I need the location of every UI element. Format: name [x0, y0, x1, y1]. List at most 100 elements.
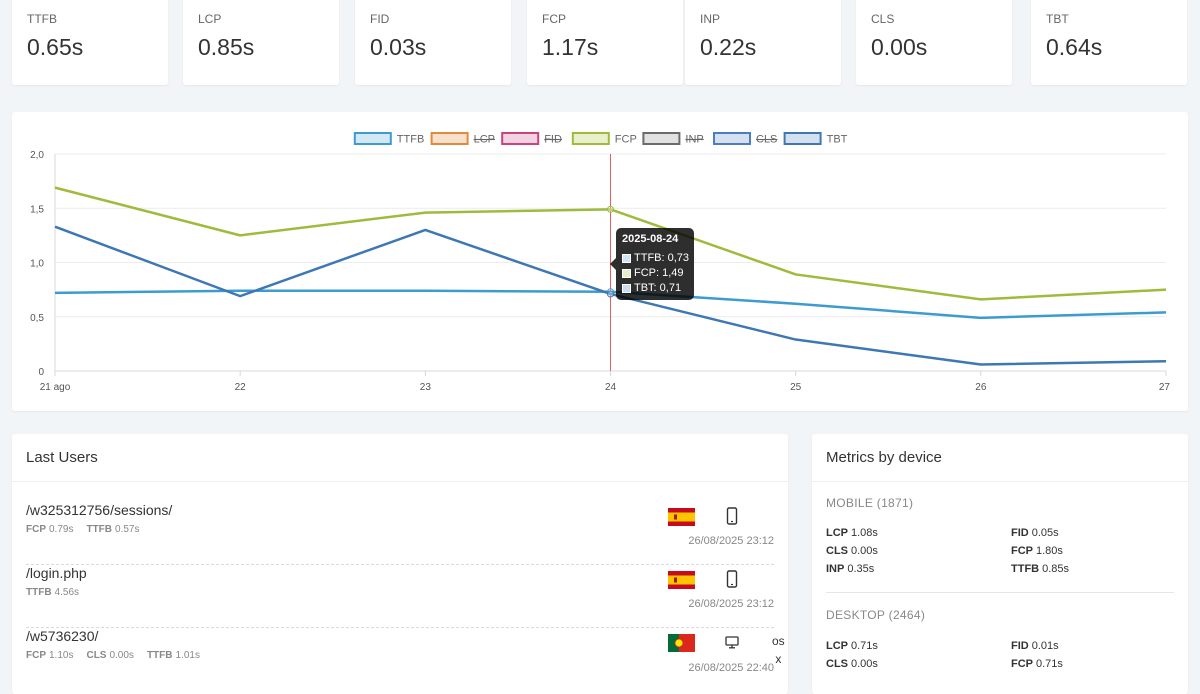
tooltip-row-tbt: TBT: 0,71 [622, 282, 681, 294]
metric-key: TTFB [146, 650, 173, 661]
user-metrics: FCP 1.10s CLS 0.00s TTFB 1.01s [26, 650, 213, 661]
x-tick-label: 21 ago [40, 382, 71, 393]
os-label: os x [772, 632, 785, 668]
user-path[interactable]: /w5736230/ [26, 628, 99, 644]
series-line-ttfb [54, 289, 1167, 320]
legend-label-fcp[interactable]: FCP [615, 134, 637, 146]
legend-label-tbt[interactable]: TBT [827, 134, 848, 146]
legend-label-cls[interactable]: CLS [756, 134, 777, 146]
tooltip-row-text: FCP: 1,49 [634, 267, 684, 279]
metrics-chart-card: 0 0,5 1,0 1,5 2,0 21 ago 22 23 24 25 26 27 TTFB LCP FI… [12, 112, 1188, 411]
stat-value: 0.22s [700, 34, 757, 60]
user-path[interactable]: /login.php [26, 565, 87, 581]
metric-value: 1.10s [49, 650, 74, 661]
device-metric: FCP 0.71s [1011, 658, 1063, 670]
device-metric: CLS 0.00s [826, 658, 878, 670]
series-line-fcp [54, 186, 1167, 301]
stat-label: LCP [198, 12, 222, 26]
metric-value: 0.79s [49, 524, 74, 535]
os-line: x [775, 652, 782, 666]
tooltip-date: 2025-08-24 [622, 233, 679, 245]
metric-key: CLS [86, 650, 107, 661]
x-tick-label: 25 [790, 382, 802, 393]
user-row[interactable]: /w325312756/sessions/ FCP 0.79s TTFB 0.57s… [26, 502, 774, 565]
metric-key: FCP [26, 650, 46, 661]
legend-swatch-ttfb [353, 132, 392, 145]
y-tick-label: 2,0 [30, 150, 44, 161]
tooltip-swatch [622, 283, 631, 293]
legend-swatch-fcp [571, 132, 610, 145]
last-users-panel: Last Users /w325312756/sessions/ FCP 0.79… [12, 434, 788, 694]
stat-value: 0.64s [1046, 34, 1103, 60]
tooltip-row-text: TBT: 0,71 [634, 282, 682, 294]
device-metric: CLS 0.00s [826, 545, 878, 557]
metric-value: 0.00s [109, 650, 134, 661]
tooltip-swatch [622, 253, 631, 263]
metric-value: 0.57s [115, 524, 140, 535]
device-metric: FID 0.05s [1011, 527, 1059, 539]
device-metric: INP 0.35s [826, 563, 875, 575]
stat-value: 0.85s [198, 34, 255, 60]
stat-label: CLS [871, 12, 895, 26]
stat-card-tbt: TBT 0.64s [1031, 0, 1187, 85]
series-line-tbt [54, 225, 1167, 366]
stat-card-ttfb: TTFB 0.65s [12, 0, 168, 85]
metric-value: 4.56s [54, 587, 80, 598]
legend-swatch-tbt [783, 132, 822, 145]
stat-label: TTFB [27, 12, 57, 26]
x-tick-label: 26 [975, 382, 987, 393]
legend-swatch-lcp [430, 132, 469, 145]
desktop-heading: DESKTOP (2464) [826, 608, 926, 622]
stat-label: FID [370, 12, 390, 26]
legend-label-ttfb[interactable]: TTFB [397, 134, 425, 146]
legend-swatch-cls [713, 132, 751, 145]
y-tick-label: 0 [38, 367, 44, 378]
stat-card-lcp: LCP 0.85s [183, 0, 339, 85]
metrics-by-device-title: Metrics by device [826, 449, 942, 466]
user-row[interactable]: /w5736230/ FCP 1.10s CLS 0.00s TTFB 1.01s o… [26, 628, 785, 690]
divider [812, 481, 1188, 482]
legend-swatch-inp [642, 132, 681, 145]
stat-card-fcp: FCP 1.17s [527, 0, 683, 85]
metrics-line-chart[interactable]: 0 0,5 1,0 1,5 2,0 21 ago 22 23 24 25 26 27 TTFB LCP FI… [12, 112, 1188, 411]
device-metric: LCP 0.71s [826, 640, 878, 652]
x-tick-label: 24 [605, 382, 617, 393]
stat-value: 0.03s [370, 34, 427, 60]
stat-value: 1.17s [542, 34, 599, 60]
legend-label-fid[interactable]: FID [544, 134, 562, 146]
user-date: 26/08/2025 23:12 [688, 598, 774, 610]
stat-card-inp: INP 0.22s [685, 0, 841, 85]
stat-card-fid: FID 0.03s [355, 0, 511, 85]
user-metrics: TTFB 4.56s [26, 587, 92, 598]
metric-key: TTFB [86, 524, 113, 535]
legend-label-lcp[interactable]: LCP [474, 134, 495, 146]
user-path[interactable]: /w325312756/sessions/ [26, 502, 173, 518]
stat-card-cls: CLS 0.00s [856, 0, 1012, 85]
hover-point-fcp [607, 205, 614, 213]
x-tick-label: 22 [235, 382, 247, 393]
device-metric: LCP 1.08s [826, 527, 878, 539]
device-metric: FID 0.01s [1011, 640, 1059, 652]
tooltip-row-fcp: FCP: 1,49 [622, 267, 684, 279]
y-tick-label: 1,5 [30, 204, 44, 215]
legend-label-inp[interactable]: INP [685, 134, 703, 146]
user-date: 26/08/2025 22:40 [688, 662, 774, 674]
metric-key: TTFB [26, 587, 52, 598]
metric-key: FCP [26, 524, 46, 535]
user-row[interactable]: /login.php TTFB 4.56s 26/08/2025 23:12 [26, 565, 774, 628]
mobile-icon [726, 570, 738, 588]
x-tick-label: 27 [1159, 382, 1171, 393]
hover-point-tbt [607, 290, 614, 298]
tooltip-row-text: TTFB: 0,73 [634, 252, 690, 264]
desktop-icon [725, 636, 739, 649]
device-metric: FCP 1.80s [1011, 545, 1063, 557]
metric-value: 1.01s [175, 650, 200, 661]
user-metrics: FCP 0.79s TTFB 0.57s [26, 524, 152, 535]
tooltip-swatch [622, 268, 631, 278]
y-tick-label: 0,5 [30, 313, 44, 324]
mobile-heading: MOBILE (1871) [826, 496, 914, 510]
portugal-flag [668, 634, 695, 652]
os-line: os [772, 634, 785, 648]
user-date: 26/08/2025 23:12 [688, 535, 774, 547]
stat-label: INP [700, 12, 721, 26]
